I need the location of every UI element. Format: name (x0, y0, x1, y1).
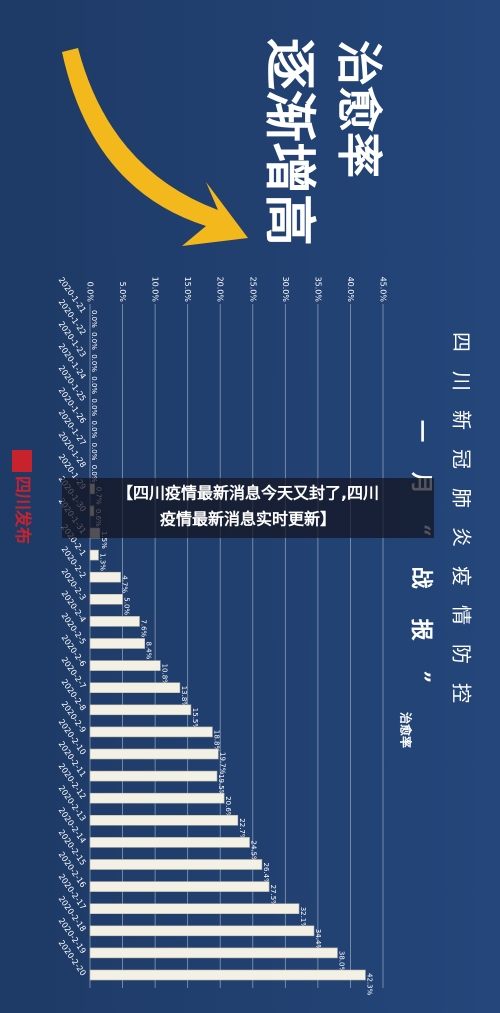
bar (89, 726, 213, 738)
value-label: 0.0% (90, 465, 98, 483)
arrow (62, 48, 248, 246)
value-label: 20.6% (224, 796, 232, 819)
value-label: 13.8% (180, 686, 188, 709)
value-label: 1.5% (100, 531, 108, 549)
bar (89, 837, 250, 848)
bar (89, 638, 145, 649)
bar (89, 969, 366, 981)
value-label: 0.0% (90, 376, 98, 394)
value-label: 19.7% (218, 752, 226, 775)
value-label: 5.0% (123, 597, 131, 615)
x-tick-label: 30.0% (281, 277, 290, 303)
value-label: 42.3% (365, 973, 373, 996)
value-label: 0.0% (90, 354, 98, 372)
bar (89, 814, 239, 826)
value-label: 22.7% (238, 818, 246, 841)
caption: 疫情最新消息实时更新】 (160, 510, 336, 529)
bar (89, 748, 219, 760)
value-label: 0.0% (90, 332, 98, 350)
value-label: 0.0% (90, 310, 98, 328)
bar (89, 549, 99, 561)
logo: 四川发布 (12, 476, 33, 544)
bar (89, 881, 270, 892)
value-label: 1.3% (98, 553, 106, 571)
bar (89, 770, 218, 782)
bar (89, 903, 300, 915)
chart-title: 四川新冠肺炎疫情防控 (450, 332, 474, 722)
value-label: 26.4% (262, 863, 270, 886)
x-tick-label: 15.0% (183, 277, 192, 303)
bar (89, 571, 121, 583)
bar (89, 616, 140, 627)
value-label: 0.0% (90, 421, 98, 439)
value-label: 18.8% (212, 730, 220, 753)
value-label: 32.1% (299, 907, 307, 930)
value-label: 15.5% (191, 708, 199, 731)
annotation: 治愈率 (332, 40, 386, 178)
value-label: 19.5% (217, 774, 225, 797)
value-label: 0.0% (90, 398, 98, 416)
x-tick-label: 20.0% (216, 277, 225, 303)
value-label: 0.0% (90, 443, 98, 461)
plot: 0.0% 5.0% 10.0% 15.0% 20.0% 25.0% 30.0% 35.0% 40… (57, 276, 388, 996)
bar (89, 682, 181, 694)
value-label: 10.8% (160, 664, 168, 687)
bar (89, 660, 161, 671)
bar (89, 593, 123, 605)
bar (89, 792, 225, 804)
caption-box (62, 478, 434, 538)
value-label: 24.5% (250, 840, 258, 863)
value-label: 8.4% (145, 642, 153, 660)
x-tick-label: 5.0% (118, 282, 127, 303)
bar (89, 925, 315, 937)
logo-icon (12, 450, 32, 472)
value-label: 38.0% (337, 951, 345, 974)
x-tick-label: 45.0% (379, 277, 388, 303)
value-label: 7.6% (139, 619, 147, 637)
annotation: 逐渐增高 (259, 38, 320, 246)
caption: 【四川疫情最新消息今天又封了,四川 (117, 484, 379, 503)
bar (89, 704, 192, 716)
bar (89, 859, 263, 870)
bar (89, 947, 338, 959)
chart-subtitle: 一月“战报” (408, 420, 434, 713)
value-label: 27.5% (269, 885, 277, 908)
legend-entry: 治愈率 (399, 712, 414, 748)
x-tick-label: 35.0% (313, 277, 322, 303)
x-tick-label: 25.0% (248, 277, 257, 303)
value-label: 4.7% (121, 575, 129, 593)
value-label: 34.4% (314, 929, 322, 952)
x-tick-label: 10.0% (151, 277, 160, 303)
x-tick-label: 0.0% (86, 282, 95, 303)
x-tick-label: 40.0% (346, 277, 355, 303)
